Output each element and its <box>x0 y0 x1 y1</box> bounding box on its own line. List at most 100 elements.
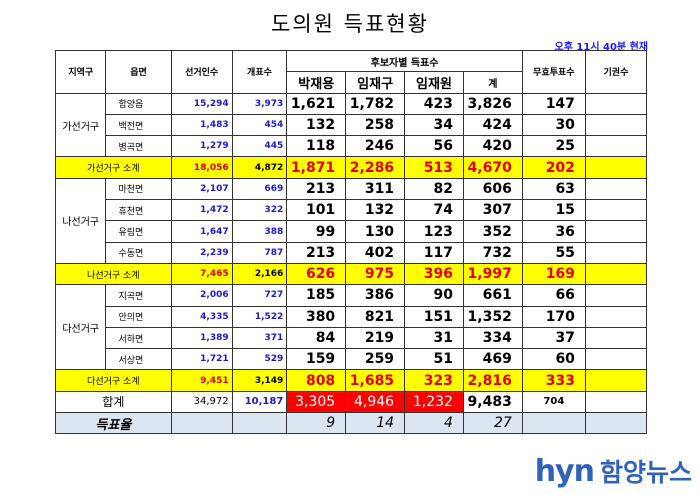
subtotal-sum: 1,997 <box>462 262 523 286</box>
table-row: 가선거구 함양읍 15,294 3,973 1,621 1,782 423 3,826 147 <box>54 92 648 158</box>
subtotal-ballots: 2,166 <box>231 262 288 286</box>
subtotal-voters: 9,451 <box>170 369 233 392</box>
sum-votes: 334 <box>462 326 523 350</box>
ballots-cell: 727 <box>231 284 288 307</box>
abstain-cell <box>584 305 648 328</box>
table-row: 서하면 1,389 371 84 219 31 334 37 <box>56 326 648 350</box>
abstain-cell <box>584 113 648 137</box>
sum-votes: 424 <box>462 113 523 137</box>
logo-ko: 함양뉴스 <box>599 458 692 487</box>
candidate-1-votes: 84 <box>286 326 347 350</box>
invalid-votes: 36 <box>521 220 586 243</box>
abstain-cell <box>584 199 648 222</box>
candidate-3-votes: 117 <box>404 241 464 264</box>
sum-votes: 3,826 <box>462 92 523 115</box>
candidate-2-votes: 386 <box>345 284 406 307</box>
subtotal-label: 다선거구 소계 <box>55 369 172 392</box>
header-town: 읍면 <box>105 50 172 94</box>
subtotal-candidate-1: 626 <box>286 262 347 286</box>
ballots-cell: 388 <box>231 220 288 243</box>
subtotal-candidate-1: 808 <box>286 369 347 392</box>
total-candidate-3: 1,232 <box>404 390 464 414</box>
candidate-3-votes: 51 <box>404 348 464 371</box>
sum-votes: 420 <box>462 135 523 158</box>
rate-candidate-1: 9 <box>286 412 347 435</box>
rate-empty-1 <box>170 412 233 435</box>
sum-votes: 661 <box>462 284 523 307</box>
ballots-cell: 322 <box>231 199 288 222</box>
subtotal-voters: 18,056 <box>170 156 233 179</box>
abstain-cell <box>584 326 648 350</box>
invalid-votes: 66 <box>521 284 586 307</box>
rate-empty-2 <box>231 412 288 435</box>
header-sum: 계 <box>462 71 523 94</box>
total-abstain <box>584 390 648 414</box>
table-row: 서상면 1,721 529 159 259 51 469 60 <box>56 348 648 371</box>
candidate-2-votes: 259 <box>345 348 406 371</box>
voters-cell: 1,472 <box>170 199 233 222</box>
town-name: 병곡면 <box>105 135 172 158</box>
candidate-3-votes: 90 <box>404 284 464 307</box>
invalid-votes: 147 <box>521 92 586 115</box>
logo-en: hyn <box>534 453 595 489</box>
candidate-1-votes: 1,621 <box>286 92 347 115</box>
abstain-cell <box>584 135 648 158</box>
rate-label: 득표율 <box>55 412 172 435</box>
sum-votes: 307 <box>462 199 523 222</box>
header-region: 지역구 <box>54 50 107 94</box>
table-row: 병곡면 1,279 445 118 246 56 420 25 <box>56 135 648 158</box>
voters-cell: 15,294 <box>170 92 233 115</box>
subtotal-row: 가선거구 소계 18,056 4,872 1,871 2,286 513 4,670 202 <box>55 156 648 179</box>
candidate-3-votes: 151 <box>404 305 464 328</box>
ballots-cell: 669 <box>231 177 288 201</box>
vote-results-table: 지역구 읍면 선거인수 개표수 후보자별 득표수 무효투표수 기권수 박재용 임… <box>54 49 648 435</box>
abstain-cell <box>584 177 648 201</box>
town-name: 마천면 <box>105 177 172 201</box>
header-candidate-2: 임재구 <box>345 71 406 94</box>
subtotal-label: 가선거구 소계 <box>55 156 172 179</box>
candidate-2-votes: 258 <box>345 113 406 137</box>
total-sum: 9,483 <box>462 390 523 414</box>
sum-votes: 469 <box>462 348 523 371</box>
subtotal-invalid: 333 <box>521 369 586 392</box>
total-invalid: 704 <box>521 390 586 414</box>
abstain-cell <box>584 348 648 371</box>
timestamp: 오후 11시 40분 현재 <box>554 42 648 53</box>
table-row: 휴천면 1,472 322 101 132 74 307 15 <box>56 199 648 222</box>
rate-row: 득표율 9 14 4 27 <box>55 412 648 435</box>
town-name: 유림면 <box>105 220 172 243</box>
header-invalid: 무효투표수 <box>521 50 586 94</box>
sum-votes: 1,352 <box>462 305 523 328</box>
ballots-cell: 1,522 <box>231 305 288 328</box>
total-ballots: 10,187 <box>231 390 288 414</box>
table-row: 다선거구 지곡면 2,006 727 185 386 90 661 66 <box>54 284 648 371</box>
ballots-cell: 445 <box>231 135 288 158</box>
ballots-cell: 3,973 <box>231 92 288 115</box>
candidate-3-votes: 74 <box>404 199 464 222</box>
voters-cell: 1,483 <box>170 113 233 137</box>
candidate-1-votes: 101 <box>286 199 347 222</box>
town-name: 서하면 <box>105 326 172 350</box>
hyn-logo: hyn 함양뉴스 <box>535 453 692 489</box>
page-title: 도의원 득표현황 <box>271 12 429 36</box>
subtotal-invalid: 169 <box>521 262 586 286</box>
invalid-votes: 60 <box>521 348 586 371</box>
subtotal-candidate-3: 323 <box>404 369 464 392</box>
abstain-cell <box>584 220 648 243</box>
invalid-votes: 15 <box>521 199 586 222</box>
table-row: 수동면 2,239 787 213 402 117 732 55 <box>56 241 648 264</box>
subtotal-candidate-2: 975 <box>345 262 406 286</box>
candidate-2-votes: 132 <box>345 199 406 222</box>
invalid-votes: 25 <box>521 135 586 158</box>
subtotal-candidate-3: 396 <box>404 262 464 286</box>
voters-cell: 1,721 <box>170 348 233 371</box>
subtotal-row: 다선거구 소계 9,451 3,149 808 1,685 323 2,816 333 <box>55 369 648 392</box>
table-row: 유림면 1,647 388 99 130 123 352 36 <box>56 220 648 243</box>
town-name: 지곡면 <box>105 284 172 307</box>
abstain-cell <box>584 241 648 264</box>
candidate-2-votes: 219 <box>345 326 406 350</box>
candidate-1-votes: 185 <box>286 284 347 307</box>
invalid-votes: 30 <box>521 113 586 137</box>
subtotal-candidate-2: 1,685 <box>345 369 406 392</box>
subtotal-voters: 7,465 <box>170 262 233 286</box>
